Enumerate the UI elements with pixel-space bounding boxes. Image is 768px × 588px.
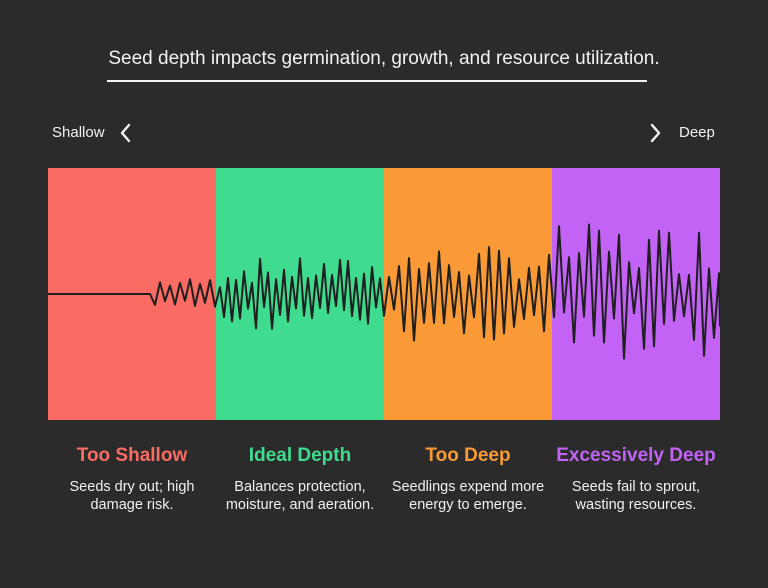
band-ideal-depth <box>216 168 384 420</box>
zone-too-deep: Too Deep Seedlings expend more energy to… <box>384 444 552 514</box>
waveform-line <box>48 223 720 360</box>
zone-description: Seeds fail to sprout, wasting resources. <box>571 479 701 513</box>
zone-title: Too Shallow <box>76 445 188 466</box>
zone-title: Ideal Depth <box>248 445 352 466</box>
zone-description: Balances protection, moisture, and aerat… <box>225 479 375 513</box>
zone-description: Seedlings expend more energy to emerge. <box>391 479 545 513</box>
waveform <box>48 223 720 360</box>
shallow-label: Shallow <box>52 124 105 141</box>
deep-label: Deep <box>679 124 715 141</box>
zone-title: Excessively Deep <box>556 445 716 466</box>
diagram-title: Seed depth impacts germination, growth, … <box>108 48 660 69</box>
depth-bands <box>48 168 720 420</box>
title-underline <box>107 80 647 82</box>
chevron-right-icon <box>650 123 661 143</box>
zone-too-shallow: Too Shallow Seeds dry out; high damage r… <box>48 444 216 514</box>
chevron-left-icon <box>120 123 131 143</box>
zone-ideal-depth: Ideal Depth Balances protection, moistur… <box>216 444 384 514</box>
zone-description: Seeds dry out; high damage risk. <box>69 479 195 513</box>
zone-title: Too Deep <box>425 445 511 466</box>
zone-excessively-deep: Excessively Deep Seeds fail to sprout, w… <box>552 444 720 514</box>
